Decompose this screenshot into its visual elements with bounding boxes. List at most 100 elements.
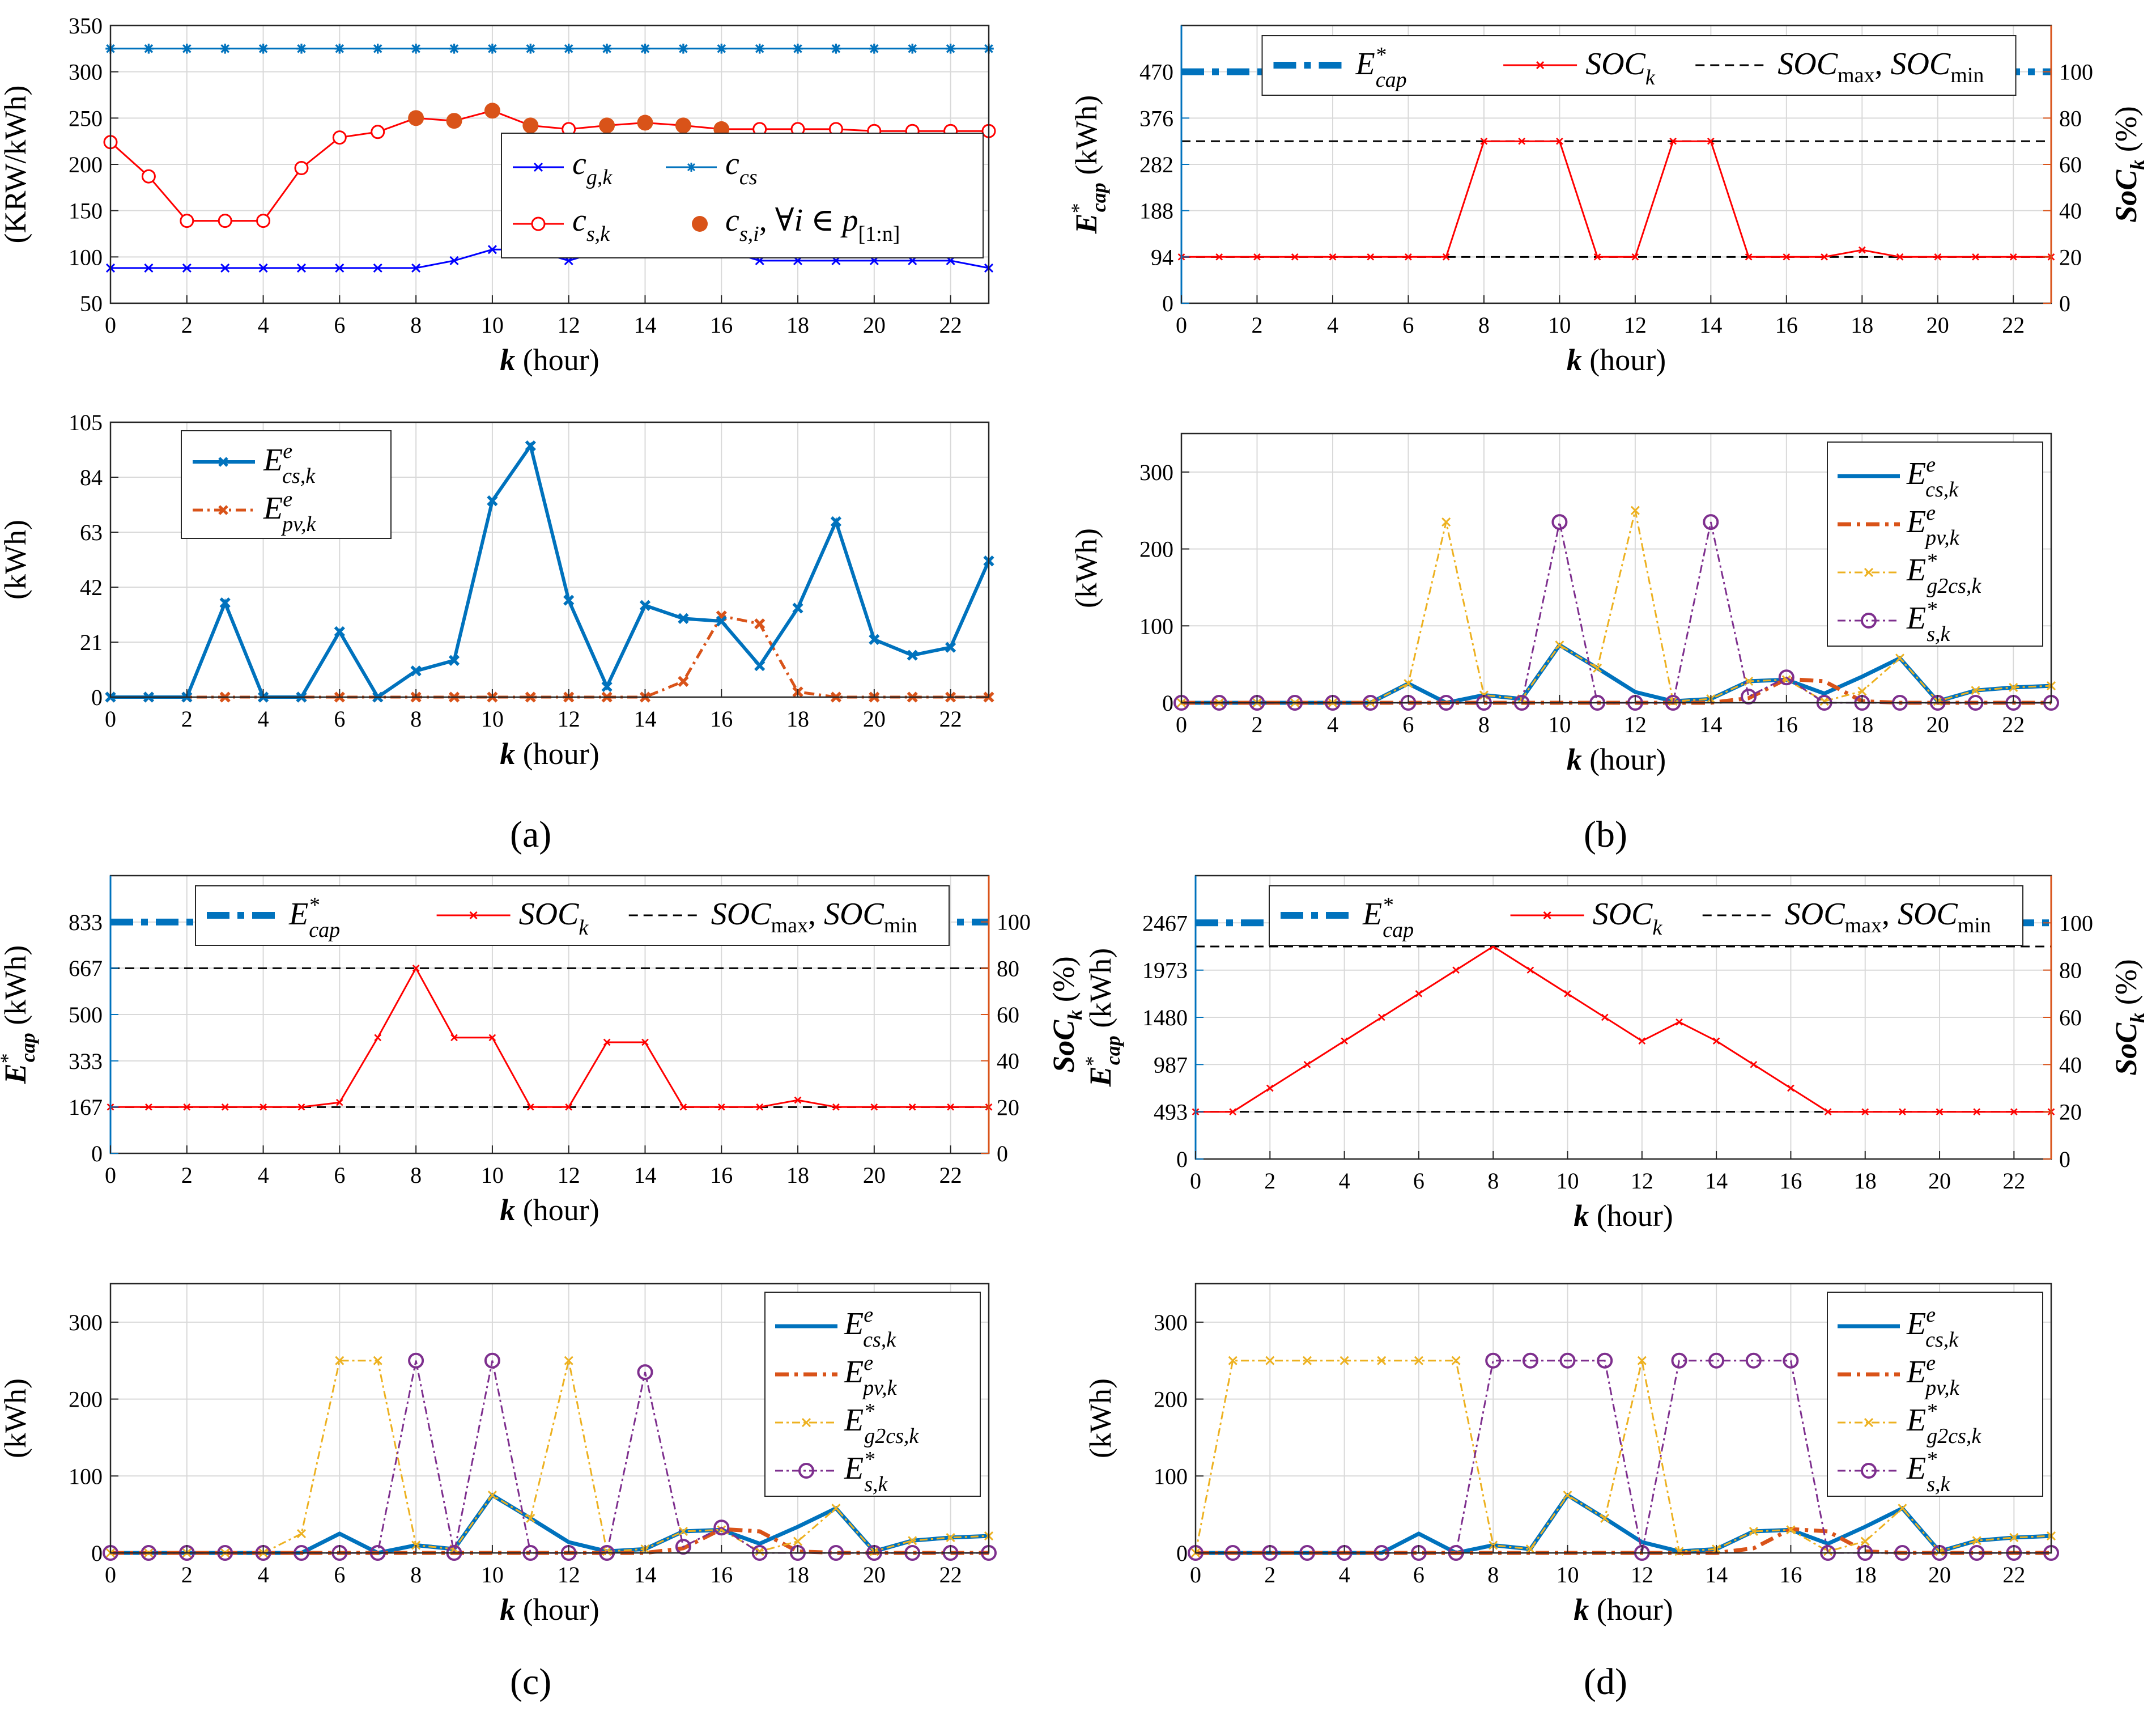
a-top-point-csi — [675, 117, 691, 134]
a-bottom-axes-frame — [109, 421, 990, 698]
b-top-ytick-right-label: 60 — [2059, 152, 2082, 177]
d-bottom-legend-label-eg2cs: E* g2cs,k — [1906, 1399, 1981, 1448]
d-bottom-xtick-label: 0 — [1190, 1562, 1201, 1587]
d-top-legend-label-soc: SOCk — [1593, 897, 1663, 940]
a-top-y-axis-label: (KRW/kWh) — [0, 86, 32, 244]
a-top-xtick-label: 0 — [105, 312, 116, 338]
b-top-ytick-label: 0 — [1162, 291, 1173, 316]
c-bottom-xtick-label: 14 — [633, 1562, 656, 1587]
b-bottom-xtick-label: 16 — [1775, 712, 1798, 737]
a-top-ytick-label: 300 — [69, 60, 103, 85]
c-bottom-xtick-label: 8 — [410, 1562, 422, 1587]
chart-c-top: 0 2 4 6 8 10 12 14 16 18 20 22 0 167 333 500 667 833 0 20 40… — [0, 875, 1086, 1227]
c-bottom-xtick-label: 10 — [481, 1562, 504, 1587]
c-bottom-legend-label-es: E* s,k — [844, 1447, 888, 1496]
a-top-point-csi — [484, 103, 500, 119]
a-top-ytick-label: 150 — [69, 198, 103, 224]
b-top-xtick-label: 20 — [1927, 312, 1949, 338]
b-top-ytick-right-label: 80 — [2059, 105, 2082, 131]
b-bottom-x-axis-label: k (hour) — [1567, 742, 1666, 776]
d-bottom-ytick-label: 300 — [1154, 1310, 1188, 1335]
a-top-legend-label-cs: cs,k — [572, 203, 610, 246]
c-top-xtick-label: 8 — [410, 1162, 422, 1188]
d-top-ytick-label: 1480 — [1142, 1005, 1188, 1030]
b-bottom-ytick-label: 200 — [1139, 537, 1173, 562]
a-top-legend-marker-csi — [692, 216, 708, 232]
b-bottom-xtick-label: 22 — [2002, 712, 2025, 737]
chart-a-top: 0 2 4 6 8 10 12 14 16 18 20 22 50 100 150 200 250 300 350 k… — [0, 13, 996, 377]
a-top-ytick-label: 200 — [69, 152, 103, 177]
d-top-legend-label-socmaxmin: SOCmax, SOCmin — [1785, 897, 1991, 937]
c-bottom-xtick-label: 18 — [786, 1562, 809, 1587]
d-top-ytick-right-label: 100 — [2059, 910, 2093, 936]
a-bottom-ytick-label: 42 — [80, 575, 103, 600]
chart-b-top: 0 2 4 6 8 10 12 14 16 18 20 22 0 94 188 282 376 470 0 20 40 6… — [1067, 24, 2149, 377]
b-bottom-xtick-label: 8 — [1478, 712, 1490, 737]
c-top-ytick-label: 667 — [69, 956, 103, 981]
c-top-xtick-label: 6 — [334, 1162, 345, 1188]
d-bottom-legend-marker-eg2cs — [1864, 1417, 1874, 1428]
c-top-xtick-label: 22 — [939, 1162, 962, 1188]
a-bottom-legend-label-epv: Ee pv,k — [263, 487, 317, 536]
d-bottom-xtick-label: 2 — [1264, 1562, 1275, 1587]
c-bottom-legend-marker-eg2cs — [801, 1417, 811, 1428]
d-bottom-x-axis-label: k (hour) — [1574, 1593, 1673, 1627]
a-top-xtick-label: 16 — [710, 312, 733, 338]
d-bottom-legend-label-ecs: Ee cs,k — [1906, 1303, 1959, 1352]
a-top-xtick-label: 2 — [181, 312, 193, 338]
a-top-xtick-label: 14 — [633, 312, 656, 338]
b-top-xtick-label: 8 — [1478, 312, 1490, 338]
b-bottom-ytick-label: 0 — [1162, 690, 1173, 716]
b-bottom-y-axis-label: (kWh) — [1069, 528, 1103, 608]
a-bottom-y-axis-label: (kWh) — [0, 520, 32, 600]
a-top-xtick-label: 8 — [410, 312, 422, 338]
b-top-xtick-label: 18 — [1851, 312, 1873, 338]
a-top-point-csi — [637, 114, 653, 131]
c-bottom-xtick-label: 6 — [334, 1562, 345, 1587]
d-top-legend — [1269, 885, 2023, 946]
b-top-xtick-label: 4 — [1327, 312, 1338, 338]
c-bottom-xtick-label: 0 — [105, 1562, 116, 1587]
b-bottom-xtick-label: 12 — [1624, 712, 1647, 737]
b-top-legend-label-soc: SOCk — [1585, 46, 1656, 90]
d-bottom-xtick-label: 10 — [1557, 1562, 1579, 1587]
d-top-ytick-label: 987 — [1154, 1052, 1188, 1077]
c-top-ytick-label: 167 — [69, 1094, 103, 1120]
c-top-ytick-right-label: 40 — [997, 1048, 1019, 1074]
c-bottom-xtick-label: 2 — [181, 1562, 193, 1587]
c-top-xtick-label: 16 — [710, 1162, 733, 1188]
b-top-xtick-label: 16 — [1775, 312, 1798, 338]
a-bottom-ytick-label: 63 — [80, 520, 103, 545]
b-top-ytick-right-label: 100 — [2059, 60, 2093, 85]
b-top-xtick-label: 10 — [1548, 312, 1571, 338]
a-top-x-axis-label: k (hour) — [500, 343, 599, 377]
panel-label-d: (d) — [1584, 1661, 1627, 1703]
a-top-legend-label-cg: cg,k — [572, 146, 613, 189]
b-top-ytick-right-label: 40 — [2059, 198, 2082, 224]
c-top-ytick-label: 833 — [69, 910, 103, 935]
a-bottom-xtick-label: 18 — [786, 706, 809, 732]
chart-d-top: 0 2 4 6 8 10 12 14 16 18 20 22 0 493 987 1480 1973 2467 0 2… — [1081, 875, 2149, 1233]
c-top-legend-label-socmaxmin: SOCmax, SOCmin — [711, 897, 917, 937]
chart-c-bottom: 0 2 4 6 8 10 12 14 16 18 20 22 0 100 200 300 k (hour) (kW… — [0, 1283, 997, 1627]
d-top-xtick-label: 6 — [1413, 1168, 1424, 1194]
a-bottom-xtick-label: 14 — [633, 706, 656, 732]
d-top-legend-marker-soc — [1543, 911, 1551, 920]
d-top-xtick-label: 14 — [1705, 1168, 1728, 1194]
a-bottom-xtick-label: 16 — [710, 706, 733, 732]
chart-b-bottom: 0 2 4 6 8 10 12 14 16 18 20 22 0 100 200 300 k (hour) (kW… — [1069, 432, 2059, 776]
d-top-ytick-label: 2467 — [1142, 910, 1188, 936]
a-bottom-xtick-label: 8 — [410, 706, 422, 732]
b-bottom-xtick-label: 6 — [1402, 712, 1414, 737]
b-bottom-xtick-label: 0 — [1176, 712, 1187, 737]
c-top-ytick-label: 0 — [91, 1141, 103, 1166]
b-top-legend-label-socmaxmin: SOCmax, SOCmin — [1777, 46, 1984, 87]
c-bottom-legend-label-ecs: Ee cs,k — [844, 1303, 896, 1352]
a-bottom-ytick-label: 84 — [80, 465, 103, 490]
a-top-point-csi — [408, 110, 424, 126]
a-bottom-xtick-label: 20 — [863, 706, 886, 732]
c-bottom-x-axis-label: k (hour) — [500, 1593, 599, 1627]
c-bottom-xtick-label: 22 — [939, 1562, 962, 1587]
d-top-xtick-label: 0 — [1190, 1168, 1201, 1194]
